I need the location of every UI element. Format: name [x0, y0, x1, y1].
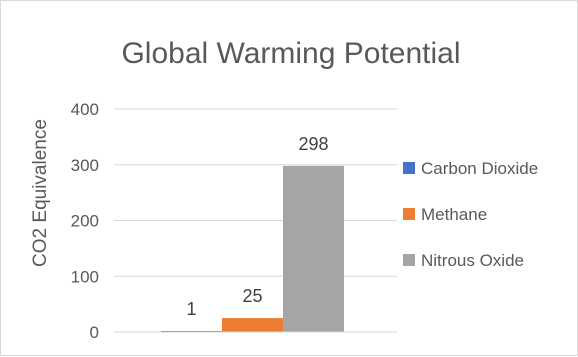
- legend-swatch: [403, 254, 415, 266]
- y-tick-label: 0: [90, 323, 99, 342]
- bar-methane: [222, 318, 283, 332]
- legend-entry: Methane: [421, 205, 487, 224]
- y-tick-label: 400: [71, 100, 99, 119]
- y-tick-label: 100: [71, 267, 99, 286]
- y-axis-label: CO2 Equivalence: [30, 119, 51, 267]
- legend-entry: Nitrous Oxide: [421, 251, 524, 270]
- data-labels: 1 25 298: [186, 134, 328, 319]
- gridlines: [114, 108, 397, 277]
- y-tick-label: 300: [71, 156, 99, 175]
- bar-nitrous-oxide: [283, 165, 344, 332]
- data-label: 298: [298, 134, 328, 154]
- legend: Carbon Dioxide Methane Nitrous Oxide: [403, 159, 538, 270]
- y-axis-ticks: 0 100 200 300 400: [71, 100, 99, 342]
- chart-title: Global Warming Potential: [121, 37, 460, 70]
- y-tick-label: 200: [71, 212, 99, 231]
- bars: [161, 165, 344, 332]
- legend-swatch: [403, 208, 415, 220]
- legend-entry: Carbon Dioxide: [421, 159, 538, 178]
- legend-swatch: [403, 162, 415, 174]
- data-label: 1: [186, 299, 196, 319]
- data-label: 25: [242, 286, 262, 306]
